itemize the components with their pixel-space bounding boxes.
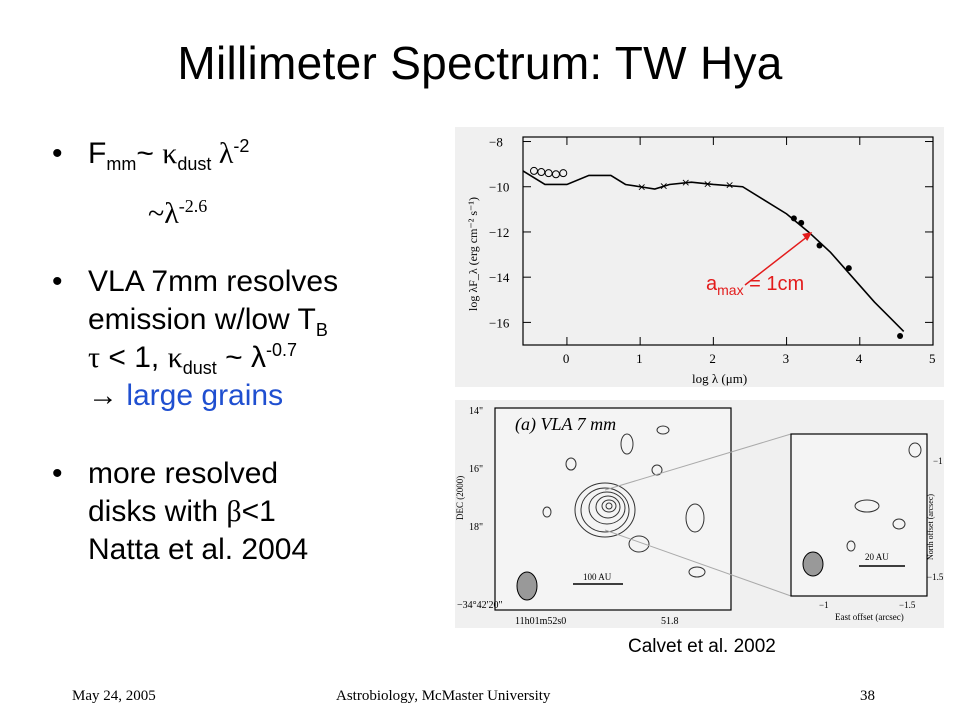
vla-image-panel: (a) VLA 7 mm 14" 16" 18" −34°42'20" 11h01m5… <box>455 400 944 628</box>
svg-text:20 AU: 20 AU <box>865 552 889 562</box>
bullet-1-line-1: Fmm~ κdust λ-2 <box>88 136 250 174</box>
bullet-dot: • <box>52 457 63 490</box>
x-tick-label: 0 <box>563 351 570 366</box>
y-axis-label: log λF_λ (erg cm⁻² s⁻¹) <box>466 197 480 311</box>
bullet-dot: • <box>52 265 63 298</box>
figure-caption: Calvet et al. 2002 <box>628 636 776 657</box>
data-point-filled <box>845 265 852 272</box>
vla-contour-map: (a) VLA 7 mm 14" 16" 18" −34°42'20" 11h01m5… <box>455 406 944 627</box>
data-point-cross: × <box>703 177 712 190</box>
x-tick-label: 1 <box>636 351 643 366</box>
y-tick-label: −10 <box>489 180 509 195</box>
bullet-3-line-1: more resolved <box>88 457 279 490</box>
svg-text:51.8: 51.8 <box>661 616 679 627</box>
x-tick-label: 3 <box>783 351 790 366</box>
svg-text:16": 16" <box>469 464 483 475</box>
x-tick-label: 4 <box>856 351 863 366</box>
data-point-cross: × <box>725 178 734 191</box>
annotation-arrowhead <box>802 231 813 241</box>
svg-text:−1.5: −1.5 <box>927 572 944 582</box>
data-point-open <box>529 166 538 175</box>
data-point-filled <box>816 242 823 249</box>
x-axis-label: log λ (μm) <box>692 371 747 386</box>
bullet-1-line-2: ~λ-2.6 <box>148 196 208 230</box>
y-tick-label: −16 <box>489 315 510 330</box>
svg-text:100 AU: 100 AU <box>583 572 612 582</box>
x-tick-label: 5 <box>929 351 936 366</box>
footer-page-number: 38 <box>860 688 875 704</box>
svg-text:−34°42'20": −34°42'20" <box>457 600 503 611</box>
footer-venue: Astrobiology, McMaster University <box>336 688 551 704</box>
bullet-2-line-2: emission w/low TB <box>88 303 328 340</box>
slide-title: Millimeter Spectrum: TW Hya <box>177 37 783 89</box>
annotation-arrow <box>744 235 809 286</box>
bullet-2-line-4: → large grains <box>88 379 284 412</box>
sed-chart-panel: 0 1 2 3 4 5 −8 −10 −12 −14 −16 log λ (μm) log λF_λ (… <box>455 127 944 387</box>
x-tick-label: 2 <box>709 351 716 366</box>
svg-text:North offset (arcsec): North offset (arcsec) <box>926 494 935 560</box>
y-tick-label: −8 <box>489 135 503 150</box>
bullet-3-line-2: disks with β<1 <box>88 495 276 528</box>
model-curve-line <box>522 170 905 332</box>
data-point-filled <box>790 215 797 222</box>
data-point-open <box>537 168 546 177</box>
data-point-cross: × <box>659 180 668 193</box>
bullet-3-line-3: Natta et al. 2004 <box>88 533 309 566</box>
svg-text:−1.5: −1.5 <box>899 600 916 610</box>
footer-date: May 24, 2005 <box>72 688 156 704</box>
y-tick-label: −12 <box>489 225 509 240</box>
plot-frame <box>522 136 934 346</box>
data-point-filled <box>798 219 805 226</box>
svg-text:−1: −1 <box>819 600 829 610</box>
amax-annotation: amax = 1cm <box>706 273 805 298</box>
bullet-2-line-1: VLA 7mm resolves <box>88 265 339 298</box>
svg-text:14": 14" <box>469 406 483 417</box>
y-tick-label: −14 <box>489 270 510 285</box>
svg-text:East offset (arcsec): East offset (arcsec) <box>835 612 904 622</box>
data-point-open <box>559 169 568 178</box>
svg-text:−1: −1 <box>933 456 943 466</box>
svg-text:(a) VLA 7 mm: (a) VLA 7 mm <box>515 414 616 435</box>
sed-chart: 0 1 2 3 4 5 −8 −10 −12 −14 −16 log λ (μm) log λF_λ (… <box>466 135 936 386</box>
svg-text:DEC (2000): DEC (2000) <box>455 476 465 520</box>
data-point-cross: × <box>637 181 646 194</box>
data-point-open <box>551 170 560 179</box>
data-point-filled <box>897 332 904 339</box>
svg-text:18": 18" <box>469 522 483 533</box>
svg-text:11h01m52s0: 11h01m52s0 <box>515 616 566 627</box>
bullet-dot: • <box>52 137 63 170</box>
data-point-open <box>544 169 553 178</box>
bullet-2-line-3: τ < 1, κdust ~ λ-0.7 <box>88 340 297 378</box>
data-point-cross: × <box>681 176 690 189</box>
